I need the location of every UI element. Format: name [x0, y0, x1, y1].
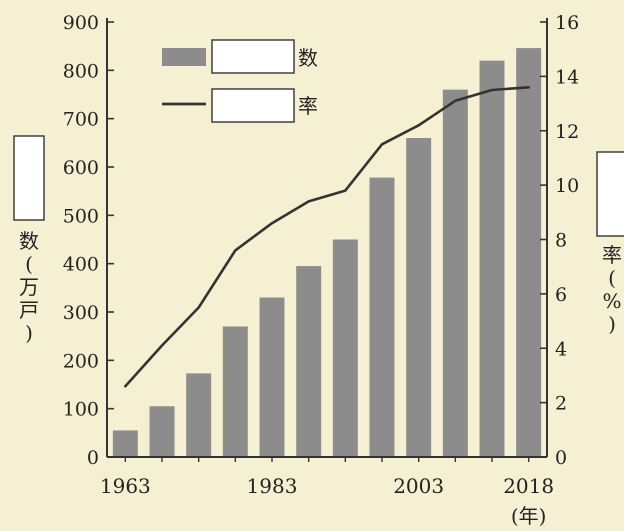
- x-tick-label-1983: 1983: [247, 474, 298, 498]
- bar-2008: [442, 89, 468, 458]
- right-tick-label-2: 2: [555, 393, 567, 415]
- left-tick-label-400: 400: [63, 254, 99, 276]
- right-tick-label-14: 14: [555, 66, 579, 88]
- left-axis-label: 数(万戸): [19, 229, 39, 345]
- axes-layer: 0 100 200 300 400 500 600 700 800 900 0 2 4 6 8 10 12 14 1…: [63, 12, 579, 528]
- legend-layer: 数率: [162, 39, 318, 123]
- legend-bar-label: 数: [298, 46, 318, 70]
- left-tick-label-500: 500: [63, 205, 99, 227]
- left-tick-label-200: 200: [63, 350, 99, 372]
- right-tick-label-16: 16: [555, 12, 579, 34]
- bar-2018: [516, 48, 542, 457]
- left-tick-label-800: 800: [63, 60, 99, 82]
- legend-line-blank-box: [211, 88, 295, 123]
- legend-line-label: 率: [298, 94, 318, 118]
- left-tick-label-100: 100: [63, 399, 99, 421]
- bar-2003: [406, 138, 432, 457]
- right-tick-label-12: 12: [555, 121, 579, 143]
- left-tick-label-0: 0: [87, 447, 99, 469]
- right-axis-label: 率(%): [602, 243, 622, 336]
- bar-2013: [479, 60, 505, 458]
- bar-1963: [112, 430, 138, 457]
- legend-bar-swatch: [162, 48, 206, 66]
- right-tick-label-0: 0: [555, 447, 567, 469]
- left-axis-blank-box: [13, 135, 45, 221]
- bar-1993: [332, 239, 358, 457]
- bar-1988: [296, 266, 322, 457]
- right-tick-label-4: 4: [555, 338, 567, 360]
- x-tick-label-1963: 1963: [100, 474, 151, 498]
- right-tick-label-8: 8: [555, 230, 567, 252]
- left-tick-label-700: 700: [63, 109, 99, 131]
- axis-labels-layer: 数(万戸) 率(%): [13, 135, 624, 345]
- bar-1973: [186, 373, 212, 457]
- x-tick-label-2003: 2003: [393, 474, 444, 498]
- x-tick-label-2018: 2018: [503, 474, 554, 498]
- rate-line: [124, 86, 531, 388]
- bars-layer: [112, 48, 542, 458]
- legend-bar-blank-box: [211, 39, 295, 74]
- x-axis-unit: (年): [511, 504, 547, 528]
- bar-1968: [149, 406, 175, 457]
- left-tick-label-300: 300: [63, 302, 99, 324]
- left-tick-label-900: 900: [63, 12, 99, 34]
- bar-1978: [222, 326, 248, 457]
- bar-1983: [259, 297, 285, 457]
- left-tick-label-600: 600: [63, 157, 99, 179]
- bar-1998: [369, 177, 395, 457]
- right-tick-label-10: 10: [555, 175, 579, 197]
- line-layer: [124, 86, 531, 388]
- right-tick-label-6: 6: [555, 284, 567, 306]
- right-axis-blank-box: [596, 151, 624, 237]
